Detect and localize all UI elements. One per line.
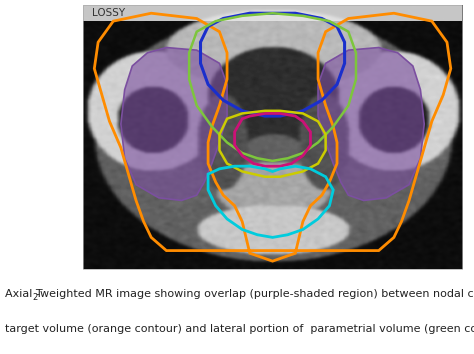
Polygon shape [318, 47, 424, 200]
Text: Axial T: Axial T [5, 289, 42, 298]
Text: 2: 2 [32, 293, 37, 302]
Text: LOSSY: LOSSY [92, 8, 126, 18]
Polygon shape [121, 47, 227, 200]
Bar [83, 5, 462, 269]
Text: target volume (orange contour) and lateral portion of  parametrial volume (green: target volume (orange contour) and later… [5, 324, 474, 334]
Bar [83, 5, 462, 21]
Text: -weighted MR image showing overlap (purple-shaded region) between nodal clinical: -weighted MR image showing overlap (purp… [36, 289, 474, 298]
